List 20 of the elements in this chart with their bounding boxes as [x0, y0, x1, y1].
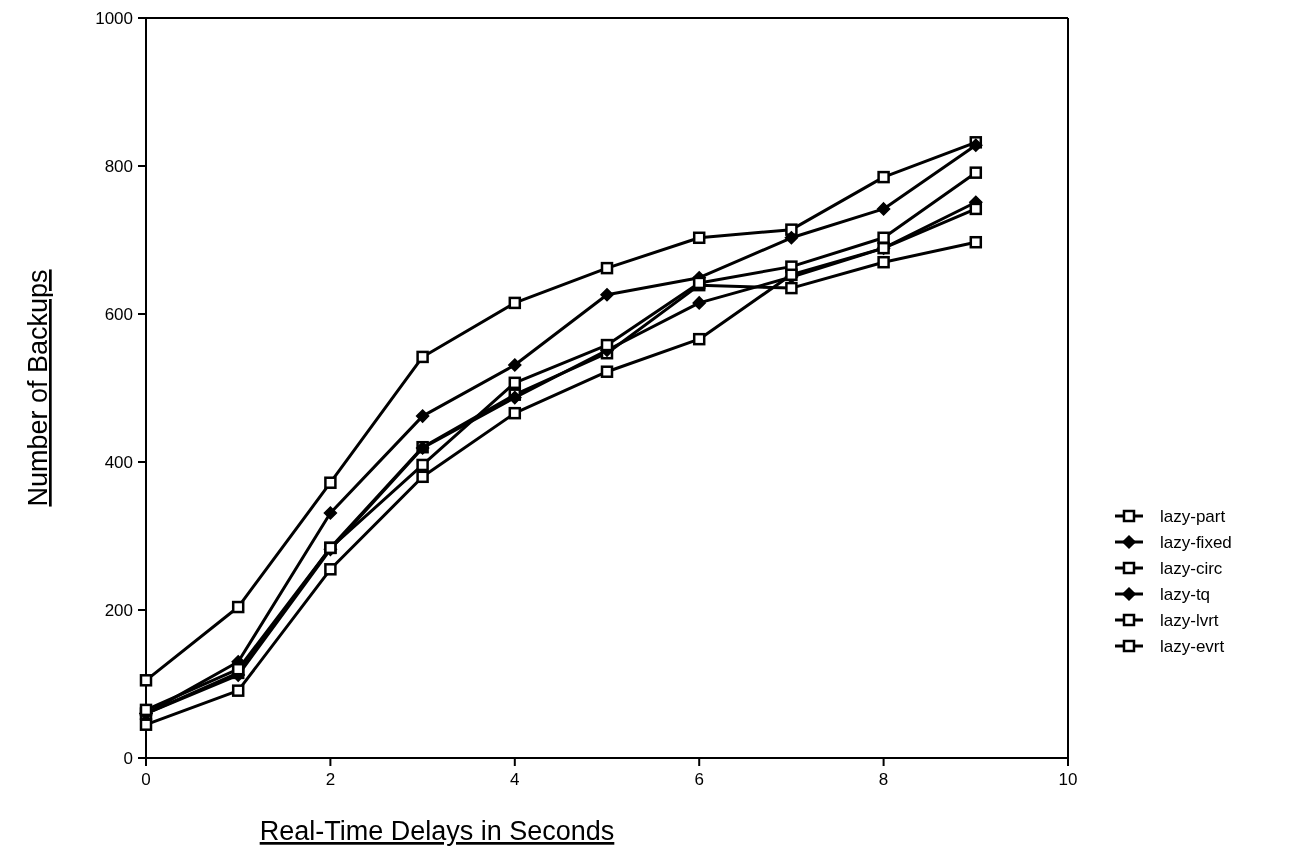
x-axis-title: Real-Time Delays in Seconds — [259, 816, 615, 846]
y-tick-label: 800 — [104, 157, 133, 176]
x-tick-label: 10 — [1058, 770, 1078, 789]
x-tick-label: 6 — [694, 770, 704, 789]
y-axis-title: Number of Backups — [23, 269, 53, 507]
legend-label: lazy-fixed — [1160, 533, 1232, 552]
y-tick-label: 600 — [104, 305, 133, 324]
x-tick-label: 2 — [325, 770, 336, 789]
y-tick-label: 400 — [104, 453, 133, 472]
y-tick-label: 200 — [104, 601, 133, 620]
legend-label: lazy-lvrt — [1160, 611, 1219, 630]
legend-label: lazy-evrt — [1160, 637, 1225, 656]
x-tick-label: 4 — [510, 770, 520, 789]
legend-label: lazy-tq — [1160, 585, 1211, 604]
x-tick-label: 0 — [141, 770, 151, 789]
legend-label: lazy-circ — [1160, 559, 1223, 578]
y-tick-label: 1000 — [95, 9, 133, 28]
y-tick-label: 0 — [123, 749, 133, 768]
x-tick-label: 8 — [878, 770, 889, 789]
legend-label: lazy-part — [1160, 507, 1226, 526]
